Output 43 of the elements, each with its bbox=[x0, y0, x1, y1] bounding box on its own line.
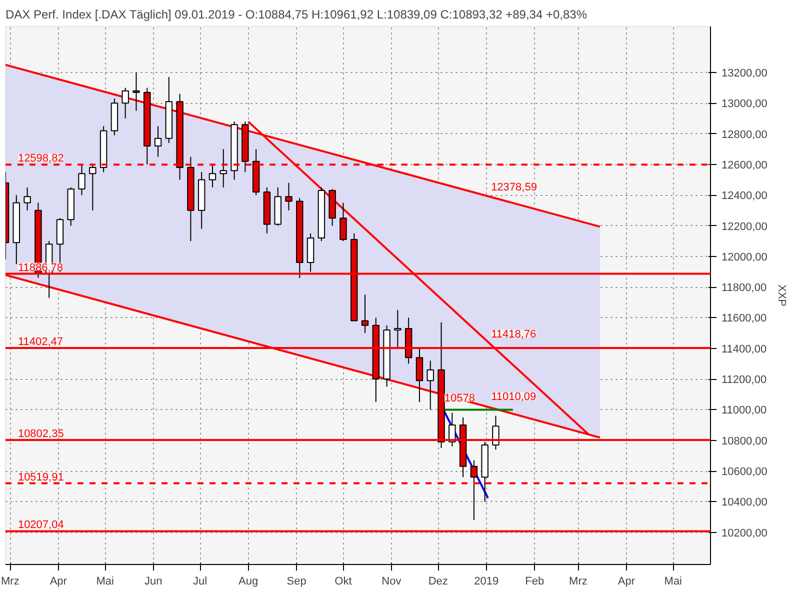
ref-line-label: 11402,47 bbox=[18, 336, 64, 348]
ref-line-label: 11886,78 bbox=[18, 262, 64, 274]
x-tick-label: Jul bbox=[193, 576, 208, 588]
x-tick-label: Nov bbox=[382, 576, 402, 588]
annotation: 11010,09 bbox=[491, 391, 536, 404]
x-tick-label: 2019 bbox=[474, 576, 499, 588]
annotation: 12378,59 bbox=[491, 181, 537, 194]
x-tick-label: Apr bbox=[50, 576, 68, 588]
x-tick-label: Mai bbox=[96, 576, 114, 588]
y-tick-label: 10800,00 bbox=[722, 435, 768, 448]
x-tick-label: Feb bbox=[525, 576, 544, 588]
x-tick-label: Mrz bbox=[569, 576, 588, 588]
y-tick-label: 12800,00 bbox=[722, 128, 768, 141]
y-tick-label: 13000,00 bbox=[722, 98, 768, 110]
x-tick-label: Mai bbox=[664, 576, 682, 588]
x-tick-label: Okt bbox=[334, 576, 352, 588]
y-tick-label: 12400,00 bbox=[722, 190, 768, 202]
x-tick-label: Jun bbox=[144, 576, 162, 588]
annotation: 10578 bbox=[444, 392, 475, 405]
y-tick-label: 10600,00 bbox=[722, 466, 768, 478]
y-tick-label: 12200,00 bbox=[722, 220, 768, 233]
ref-line-label: 10207,04 bbox=[18, 519, 64, 532]
y-tick-label: 11400,00 bbox=[722, 343, 767, 356]
y-tick-label: 12000,00 bbox=[722, 251, 768, 264]
y-axis-title: XXP bbox=[775, 284, 788, 307]
y-tick-label: 11600,00 bbox=[722, 312, 767, 325]
ref-line-label: 10802,35 bbox=[18, 428, 64, 440]
x-tick-label: Apr bbox=[618, 576, 636, 588]
annotation: 11418,76 bbox=[491, 328, 536, 341]
y-tick-label: 10200,00 bbox=[722, 527, 768, 540]
x-tick-label: Mrz bbox=[1, 576, 20, 588]
x-tick-label: Dez bbox=[428, 576, 448, 588]
chart-title: DAX Perf. Index [.DAX Täglich] 09.01.2019 - O:10884,75 H:10961,92 L:10839,09 C:10893,32 +89,34 +0,83% bbox=[6, 8, 588, 22]
y-tick-label: 11000,00 bbox=[722, 404, 767, 417]
y-tick-label: 13200,00 bbox=[722, 67, 768, 80]
y-tick-label: 10400,00 bbox=[722, 496, 768, 509]
y-tick-label: 11200,00 bbox=[722, 374, 767, 386]
y-tick-label: 12600,00 bbox=[722, 159, 768, 172]
y-tick-label: 11800,00 bbox=[722, 282, 767, 294]
x-tick-label: Sep bbox=[286, 576, 306, 588]
x-tick-label: Aug bbox=[238, 576, 258, 588]
ref-line-label: 10519,91 bbox=[18, 471, 64, 484]
ref-line-label: 12598,82 bbox=[18, 152, 64, 165]
